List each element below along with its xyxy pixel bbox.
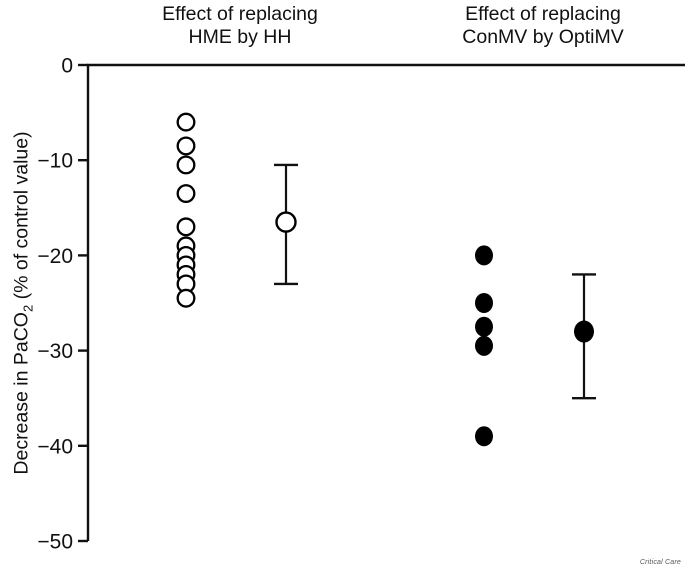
- axis-frame: [86, 63, 685, 541]
- y-tick-label: −50: [37, 531, 73, 554]
- y-tick-label: −20: [37, 245, 73, 268]
- journal-credit: Critical Care: [639, 559, 681, 566]
- data-point-open-circle: [176, 184, 196, 203]
- data-point-open-circle: [176, 136, 196, 156]
- group-title-line: Effect of replacing: [162, 3, 318, 25]
- data-point-open-circle: [176, 112, 196, 132]
- data-point-open-circle: [176, 155, 196, 175]
- data-point-open-circle: [176, 288, 196, 308]
- data-point-open-circle: [176, 217, 196, 237]
- group-title-line: Effect of replacing: [465, 3, 621, 25]
- y-tick-label: −30: [37, 340, 73, 363]
- data-point-filled-circle: [475, 335, 493, 356]
- mean-point-open-circle: [275, 211, 297, 233]
- data-point-filled-circle: [475, 293, 493, 313]
- group-title-line: HME by HH: [188, 26, 292, 48]
- group-title-line: ConMV by OptiMV: [462, 26, 624, 48]
- y-tick-label: 0: [61, 55, 73, 78]
- data-point-filled-circle: [475, 245, 493, 266]
- y-tick-label: −10: [37, 150, 73, 173]
- group-title-conmv-optimv: Effect of replacing ConMV by OptiMV: [462, 3, 623, 49]
- data-point-filled-circle: [475, 426, 493, 447]
- y-tick-label: −40: [37, 435, 73, 458]
- data-point-filled-circle: [475, 316, 493, 337]
- mean-point-filled-circle: [574, 320, 594, 343]
- group-title-hme-hh: Effect of replacing HME by HH: [162, 3, 318, 49]
